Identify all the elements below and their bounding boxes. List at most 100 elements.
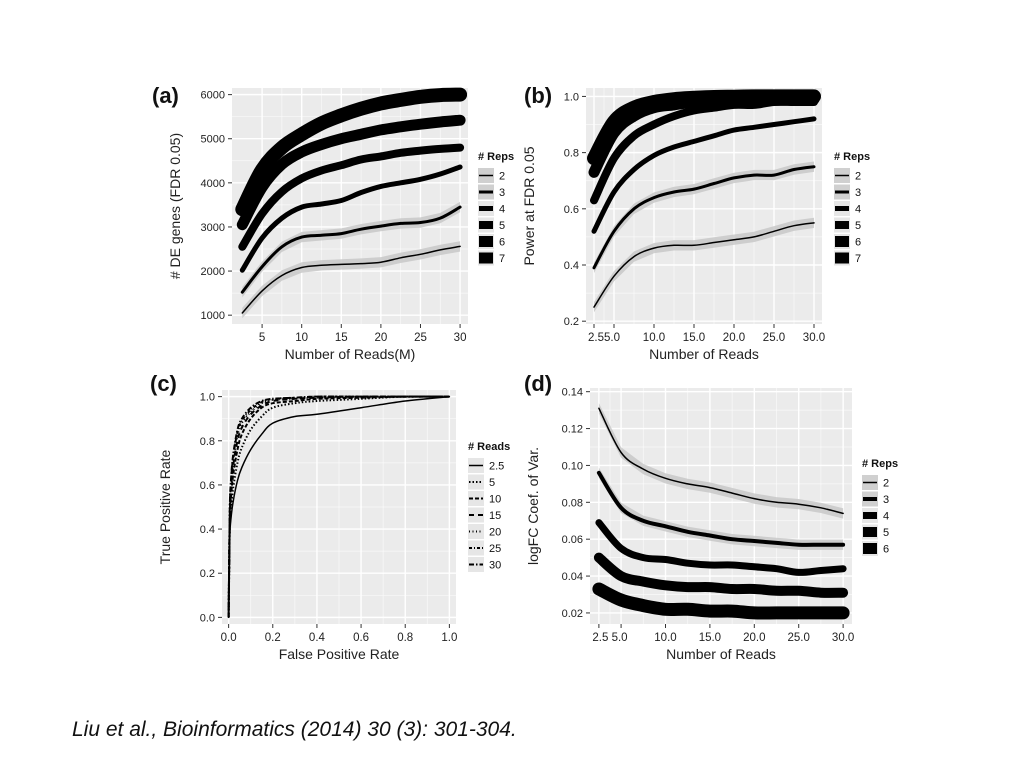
legend-key: [468, 540, 484, 556]
legend: # Reps 2 3 4 5 6: [862, 458, 898, 556]
legend-title: # Reps: [834, 151, 870, 163]
legend-title: # Reps: [862, 458, 898, 470]
legend-label: 4: [883, 511, 889, 523]
y-tick-label: 0.10: [562, 460, 583, 472]
x-tick-label: 10: [295, 332, 308, 344]
legend-label: 2: [855, 171, 861, 183]
y-tick-label: 6000: [201, 90, 225, 102]
y-axis-title: True Positive Rate: [157, 449, 173, 564]
y-tick-label: 0.2: [200, 568, 215, 580]
x-tick-label: 25.0: [788, 632, 810, 644]
x-tick-label: 30: [454, 332, 467, 344]
legend-label: 25: [489, 543, 501, 555]
x-tick-label: 15.0: [699, 632, 721, 644]
series-line-2: [598, 407, 844, 515]
y-tick-label: 0.4: [564, 260, 579, 272]
y-axis-title: # DE genes (FDR 0.05): [167, 133, 183, 279]
panel-c: 0.0 0.2 0.4 0.6 0.8 1.0 0.0 0.2 0.4 0.6 0.8 1.0 Fals…: [150, 371, 510, 662]
y-tick-label: 5000: [201, 134, 225, 146]
citation-text: Liu et al., Bioinformatics (2014) 30 (3)…: [72, 718, 517, 741]
legend-label: 7: [499, 253, 505, 265]
y-tick-label: 0.0: [200, 612, 215, 624]
x-tick-label: 30.0: [803, 332, 825, 344]
legend-label: 4: [855, 204, 861, 216]
y-tick-label: 0.6: [200, 480, 215, 492]
y-tick-label: 3000: [201, 222, 225, 234]
y-tick-label: 0.08: [562, 497, 583, 509]
y-tick-label: 1.0: [564, 91, 579, 103]
y-tick-label: 0.12: [562, 424, 583, 436]
y-tick-label: 0.02: [562, 608, 583, 620]
y-tick-label: 1000: [201, 310, 225, 322]
series-lines: [227, 395, 451, 619]
x-tick-label: 10.0: [643, 332, 665, 344]
legend-label: 4: [499, 204, 505, 216]
series-band-2: [242, 241, 461, 319]
series-line-3: [240, 205, 462, 294]
x-tick-label: 10.0: [654, 632, 676, 644]
series-line-7: [587, 89, 821, 166]
x-tick-label: 25: [414, 332, 427, 344]
y-tick-label: 0.04: [562, 571, 583, 583]
series-band-3: [242, 201, 461, 298]
legend-label: 2: [499, 171, 505, 183]
series-lines: [235, 87, 468, 314]
panel-label: (b): [524, 83, 552, 108]
legend-label: 10: [489, 494, 501, 506]
y-tick-label: 2000: [201, 266, 225, 278]
series-lines: [592, 407, 850, 620]
y-tick-label: 0.6: [564, 204, 579, 216]
x-tick-label: 15.0: [683, 332, 705, 344]
panel-b: 0.2 0.4 0.6 0.8 1.0 2.55.0 10.0 15.0 20.0 25.0 30.…: [521, 83, 870, 362]
legend-label: 5: [489, 477, 495, 489]
x-tick-label: 1.0: [441, 632, 457, 644]
series-band-3: [594, 161, 814, 273]
y-tick-label: 0.4: [200, 524, 215, 536]
series-line-4: [239, 164, 463, 273]
x-tick-label: 2.5 5.0: [592, 632, 627, 644]
series-line-3: [596, 470, 846, 547]
series-line-6: [236, 114, 466, 231]
legend-label: 3: [883, 494, 889, 506]
y-tick-label: 1.0: [200, 392, 215, 404]
x-axis-title: Number of Reads(M): [285, 346, 416, 362]
series-line-5: [238, 143, 465, 251]
legend: # Reads 2.5 5 10 15 20 25 30: [468, 441, 510, 572]
x-tick-label: 0.0: [221, 632, 237, 644]
x-tick-label: 20.0: [723, 332, 745, 344]
legend-key: [468, 507, 484, 523]
y-axis-title: logFC Coef. of Var.: [525, 447, 541, 565]
series-line-2.5: [227, 395, 451, 619]
legend-label: 7: [855, 253, 861, 265]
series-line-3: [592, 165, 816, 270]
x-tick-label: 0.2: [265, 632, 281, 644]
legend-label: 2.5: [489, 461, 504, 473]
series-line-2: [241, 245, 461, 314]
x-tick-label: 20.0: [743, 632, 765, 644]
legend-label: 2: [883, 478, 889, 490]
x-tick-label: 20: [374, 332, 387, 344]
series-line-20: [227, 395, 450, 618]
legend-label: 6: [499, 237, 505, 249]
x-tick-label: 30.0: [832, 632, 854, 644]
series-band-2: [594, 217, 814, 313]
legend-label: 5: [883, 527, 889, 539]
legend-label: 15: [489, 510, 501, 522]
y-axis-title: Power at FDR 0.05: [521, 146, 537, 265]
legend-label: 5: [855, 220, 861, 232]
legend: # Reps 2 3 4 5 6 7: [834, 151, 870, 266]
x-tick-label: 0.6: [353, 632, 369, 644]
y-tick-label: 0.14: [562, 387, 583, 399]
legend-label: 20: [489, 527, 501, 539]
legend-label: 3: [855, 187, 861, 199]
x-axis-title: Number of Reads: [649, 346, 759, 362]
series-lines: [587, 89, 821, 308]
legend-title: # Reads: [468, 441, 510, 453]
x-tick-label: 0.8: [397, 632, 413, 644]
legend-label: 5: [499, 220, 505, 232]
panel-label: (d): [524, 371, 552, 396]
y-tick-label: 0.2: [564, 316, 579, 328]
series-band-3: [598, 467, 844, 550]
legend-label: 6: [883, 544, 889, 556]
